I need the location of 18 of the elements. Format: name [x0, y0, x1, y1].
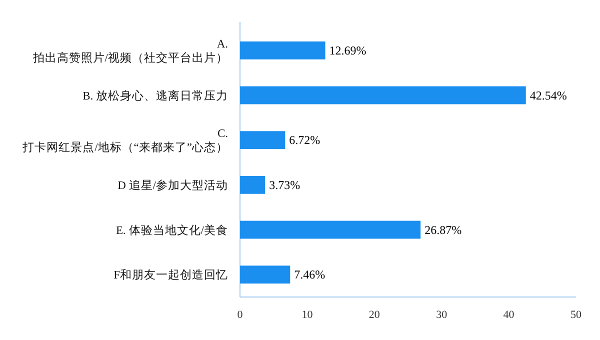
y-tick-label: E. 体验当地文化/美食: [116, 222, 228, 237]
y-tick-label: D 追星/参加大型活动: [118, 178, 228, 192]
x-tick-label: 50: [570, 309, 582, 321]
data-label: 6.72%: [289, 133, 320, 148]
y-tick-label: C. 打卡网红景点/地标（“来都来了”心态）: [22, 128, 228, 154]
data-label: 12.69%: [329, 43, 366, 58]
x-tick-label: 30: [436, 309, 448, 321]
x-tick-label: 20: [368, 309, 380, 321]
x-tick-label: 0: [237, 309, 244, 321]
y-tick-label: B. 放松身心、逃离日常压力: [82, 88, 228, 102]
data-label: 7.46%: [294, 268, 326, 282]
x-tick-label: 10: [302, 309, 314, 321]
y-tick-label: A. 拍出高赞照片/视频（社交平台出片）: [32, 38, 228, 64]
x-tick-label: 40: [503, 309, 515, 321]
data-label: 3.73%: [269, 178, 300, 192]
y-tick-label: F和朋友一起创造回忆: [114, 268, 228, 282]
data-label: 42.54%: [530, 88, 567, 102]
data-label: 26.87%: [424, 222, 462, 237]
